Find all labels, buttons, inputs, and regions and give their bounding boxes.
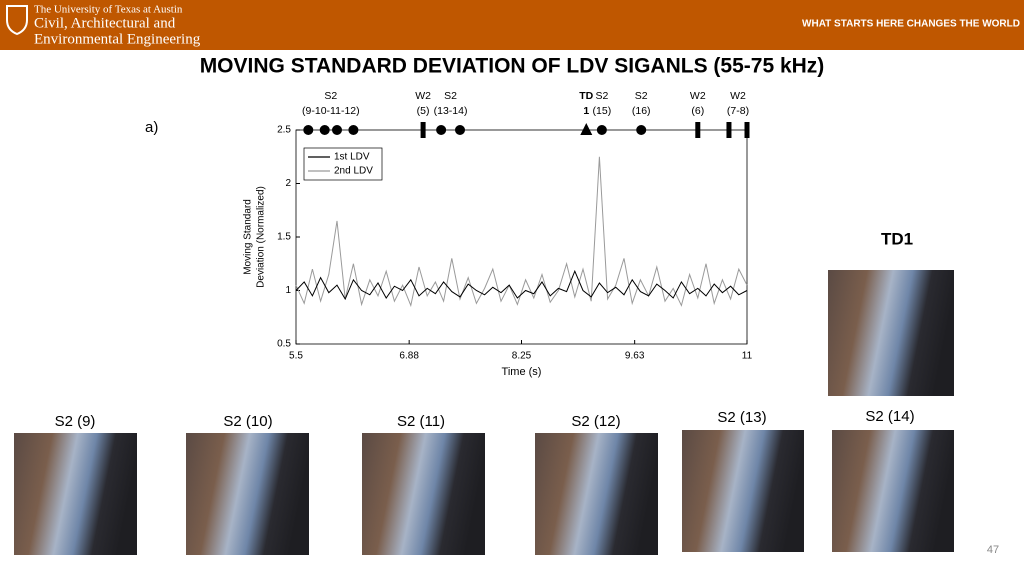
event-marker [436,125,447,135]
event-label: (5) [417,105,430,117]
event-marker [455,125,465,135]
event-marker [348,125,359,135]
event-label: (15) [593,105,612,117]
td1-label: TD1 [881,229,913,248]
department: Civil, Architectural and [34,15,176,31]
photo [832,430,954,552]
legend-label: 2nd LDV [334,166,373,177]
photo-label: S2 (14) [865,408,914,425]
tagline: WHAT STARTS HERE CHANGES THE WORLD [802,19,1020,30]
event-label: S2 [324,90,337,102]
event-label: TD [579,90,593,102]
photo [362,433,485,555]
event-label: (9-10-11-12) [302,105,360,117]
page-number: 47 [987,544,999,556]
slide-title: MOVING STANDARD DEVIATION OF LDV SIGANLS… [200,55,825,78]
header-bar [0,0,1024,50]
x-tick-label: 9.63 [625,351,645,362]
photo-label: S2 (9) [55,413,96,430]
x-tick-label: 11 [742,351,753,362]
event-marker [744,122,750,138]
event-label: 1 [583,105,589,117]
department: Environmental Engineering [34,31,201,47]
event-label: S2 [635,90,648,102]
y-tick-label: 0.5 [277,339,291,350]
event-marker [319,125,330,135]
y-axis-label: Deviation (Normalized) [256,186,267,288]
photo-label: S2 (10) [223,413,272,430]
photo-label: S2 (13) [717,409,766,426]
photo [535,433,658,555]
photo [14,433,137,555]
event-label: W2 [690,90,706,102]
event-marker [596,125,607,135]
y-axis-label: Moving Standard [243,199,254,275]
x-tick-label: 8.25 [512,351,532,362]
photo-label: S2 (11) [397,413,445,430]
event-label: (16) [632,105,651,117]
event-marker [332,125,342,135]
logo [6,5,28,36]
data-line [295,156,748,308]
event-label: (13-14) [434,105,468,117]
photo [186,433,309,555]
legend-box [303,147,383,181]
y-tick-label: 1.5 [277,232,291,243]
event-marker [726,122,732,138]
x-tick-label: 5.5 [289,351,303,362]
event-label: (7-8) [727,105,749,117]
y-tick-label: 2 [285,178,291,189]
y-tick-label: 1 [285,285,291,296]
event-label: S2 [595,90,608,102]
photo [828,270,954,396]
panel-label: a) [145,119,158,136]
legend-label: 1st LDV [334,152,370,163]
event-label: S2 [444,90,457,102]
event-marker [636,125,647,135]
event-label: (6) [691,105,704,117]
event-marker [695,122,701,138]
event-label: W2 [730,90,746,102]
event-marker [580,123,593,135]
chart: 0.5 1 1.5 2 2.5 5.5 6.88 8.25 9.63 11 Time (s) Movi… [243,90,753,378]
data-line [295,269,748,301]
event-marker [303,125,314,135]
y-tick-label: 2.5 [277,125,291,136]
event-marker [420,122,426,138]
university: The University of Texas at Austin [34,4,183,16]
x-tick-label: 6.88 [399,351,419,362]
photo-label: S2 (12) [571,413,620,430]
x-axis-label: Time (s) [502,366,542,378]
event-label: W2 [415,90,431,102]
photo [682,430,804,552]
